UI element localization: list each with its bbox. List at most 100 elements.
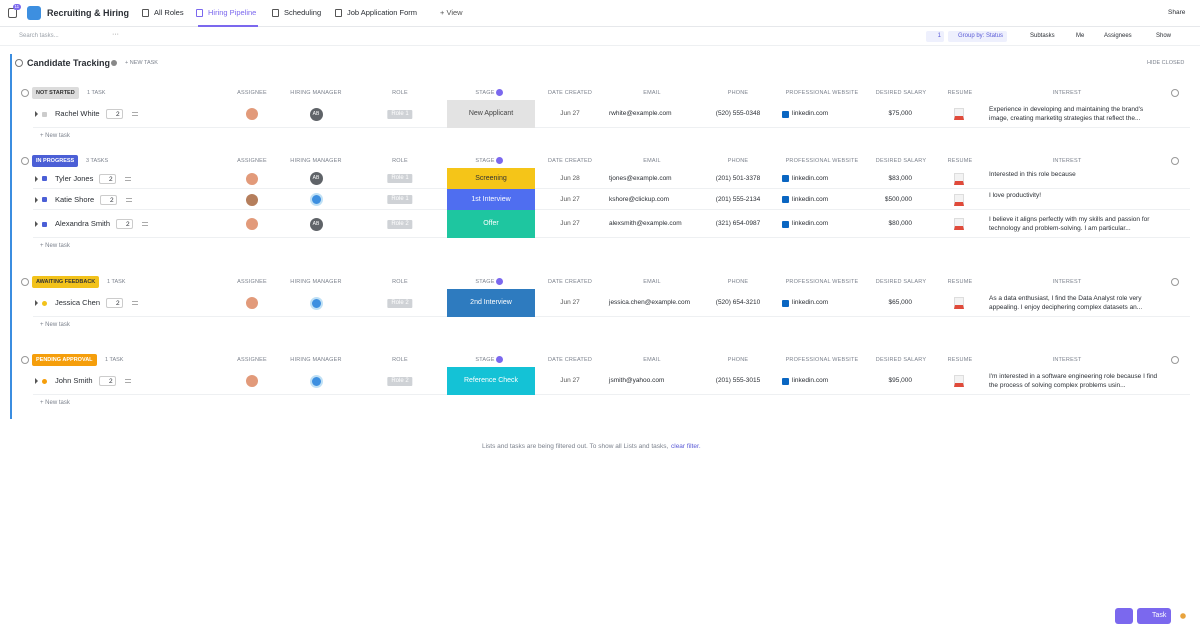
column-header: DATE CREATED bbox=[547, 158, 593, 164]
add-column[interactable] bbox=[1171, 89, 1179, 97]
website[interactable]: linkedin.com bbox=[792, 299, 829, 306]
resume-file[interactable] bbox=[954, 218, 964, 230]
website[interactable]: linkedin.com bbox=[792, 174, 829, 182]
add-column[interactable] bbox=[1171, 278, 1179, 286]
search-input[interactable]: Search tasks... bbox=[19, 33, 59, 39]
group-collapse[interactable] bbox=[21, 356, 29, 364]
task-name[interactable]: Katie Shore bbox=[55, 194, 95, 204]
group-collapse[interactable] bbox=[21, 89, 29, 97]
expand-arrow[interactable] bbox=[35, 175, 38, 182]
website[interactable]: linkedin.com bbox=[792, 110, 829, 117]
task-name[interactable]: Alexandra Smith bbox=[55, 219, 111, 228]
add-column[interactable] bbox=[1171, 157, 1179, 165]
task-name[interactable]: Tyler Jones bbox=[55, 173, 94, 183]
task-row[interactable] bbox=[33, 367, 1190, 395]
group-collapse[interactable] bbox=[21, 278, 29, 286]
website[interactable]: linkedin.com bbox=[792, 195, 829, 203]
task-row[interactable] bbox=[33, 100, 1190, 128]
task-row[interactable] bbox=[33, 210, 1190, 238]
stage-cell[interactable]: 2nd Interview bbox=[447, 289, 535, 317]
expand-arrow[interactable] bbox=[35, 300, 38, 306]
expand-arrow[interactable] bbox=[35, 111, 38, 117]
resume-file[interactable] bbox=[954, 172, 964, 185]
sidebar-icon[interactable] bbox=[8, 8, 17, 18]
expand-arrow[interactable] bbox=[35, 378, 38, 384]
resume-file[interactable] bbox=[954, 375, 964, 387]
stage-cell[interactable]: 1st Interview bbox=[447, 189, 535, 210]
tab-icon bbox=[142, 9, 149, 17]
add-task[interactable]: + New task bbox=[40, 400, 70, 406]
website[interactable]: linkedin.com bbox=[792, 220, 829, 227]
info-icon bbox=[111, 60, 117, 66]
stage-cell[interactable]: Reference Check bbox=[447, 367, 535, 395]
column-header: RESUME bbox=[947, 357, 973, 363]
expand-arrow[interactable] bbox=[35, 221, 38, 227]
tab-icon bbox=[335, 9, 342, 17]
column-header: DATE CREATED bbox=[547, 279, 593, 285]
new-task[interactable]: + NEW TASK bbox=[125, 60, 158, 66]
stage-cell[interactable]: Screening bbox=[447, 168, 535, 189]
subtask-count[interactable]: 2 bbox=[106, 298, 123, 308]
email: jessica.chen@example.com bbox=[609, 299, 691, 306]
description-icon bbox=[125, 176, 131, 181]
subtask-count[interactable]: 2 bbox=[100, 194, 117, 205]
column-header: INTEREST bbox=[1052, 158, 1082, 164]
column-header: PHONE bbox=[727, 357, 749, 363]
add-stage[interactable] bbox=[496, 356, 503, 363]
workspace-name[interactable]: Recruiting & Hiring bbox=[47, 8, 130, 18]
task-button[interactable]: Task bbox=[1137, 608, 1171, 624]
task-row[interactable] bbox=[33, 289, 1190, 317]
subtask-count[interactable]: 2 bbox=[106, 109, 123, 119]
resume-file[interactable] bbox=[954, 193, 964, 206]
apps-button[interactable] bbox=[1177, 610, 1189, 622]
column-header: RESUME bbox=[947, 90, 973, 96]
add-task[interactable]: + New task bbox=[40, 133, 70, 139]
share-button[interactable]: Share bbox=[1168, 9, 1186, 16]
stage-cell[interactable]: New Applicant bbox=[447, 100, 535, 128]
tab[interactable]: Hiring Pipeline bbox=[208, 8, 257, 17]
column-header: ROLE bbox=[392, 90, 408, 96]
tab[interactable]: All Roles bbox=[154, 8, 184, 17]
resume-file[interactable] bbox=[954, 108, 964, 120]
tab[interactable]: Job Application Form bbox=[347, 8, 418, 17]
column-header: HIRING MANAGER bbox=[290, 357, 342, 363]
status-dot bbox=[42, 378, 47, 384]
stage-cell[interactable]: Offer bbox=[447, 210, 535, 238]
add-stage[interactable] bbox=[496, 157, 503, 164]
task-count: 1 TASK bbox=[107, 279, 126, 285]
expand-arrow[interactable] bbox=[35, 196, 38, 203]
collapse-icon[interactable] bbox=[15, 59, 23, 67]
filter-count[interactable]: 1 bbox=[926, 31, 944, 42]
subtask-count[interactable]: 2 bbox=[116, 219, 133, 229]
tab[interactable]: Scheduling bbox=[284, 8, 322, 17]
add-column[interactable] bbox=[1171, 356, 1179, 364]
toolbar-subtasks[interactable]: Subtasks bbox=[1030, 33, 1055, 39]
hide-closed[interactable]: HIDE CLOSED bbox=[1147, 60, 1185, 66]
add-stage[interactable] bbox=[496, 89, 503, 96]
toolbar-assignees[interactable]: Assignees bbox=[1104, 33, 1132, 39]
email: tjones@example.com bbox=[609, 174, 672, 182]
manager-avatar bbox=[309, 193, 323, 206]
toolbar-me[interactable]: Me bbox=[1076, 33, 1085, 39]
subtask-count[interactable]: 2 bbox=[99, 173, 116, 184]
group-collapse[interactable] bbox=[21, 157, 29, 165]
task-name[interactable]: Rachel White bbox=[55, 109, 100, 118]
task-name[interactable]: John Smith bbox=[55, 376, 93, 385]
task-name[interactable]: Jessica Chen bbox=[55, 298, 101, 307]
search-menu[interactable]: ··· bbox=[112, 31, 119, 38]
resume-file[interactable] bbox=[954, 297, 964, 309]
task-row[interactable] bbox=[33, 189, 1190, 210]
avatar bbox=[246, 193, 258, 206]
add-task[interactable]: + New task bbox=[40, 243, 70, 249]
toolbar-show[interactable]: Show bbox=[1156, 33, 1172, 39]
avatar bbox=[246, 172, 258, 185]
subtask-count[interactable]: 2 bbox=[99, 376, 116, 386]
website[interactable]: linkedin.com bbox=[792, 377, 829, 384]
add-view[interactable]: + View bbox=[440, 8, 463, 17]
group-by[interactable]: Group by: Status bbox=[948, 31, 1008, 42]
task-row[interactable] bbox=[33, 168, 1190, 189]
add-stage[interactable] bbox=[496, 278, 503, 285]
add-task[interactable]: + New task bbox=[40, 322, 70, 328]
clear-filter[interactable]: clear filter. bbox=[671, 443, 701, 450]
notepad-button[interactable] bbox=[1115, 608, 1133, 624]
